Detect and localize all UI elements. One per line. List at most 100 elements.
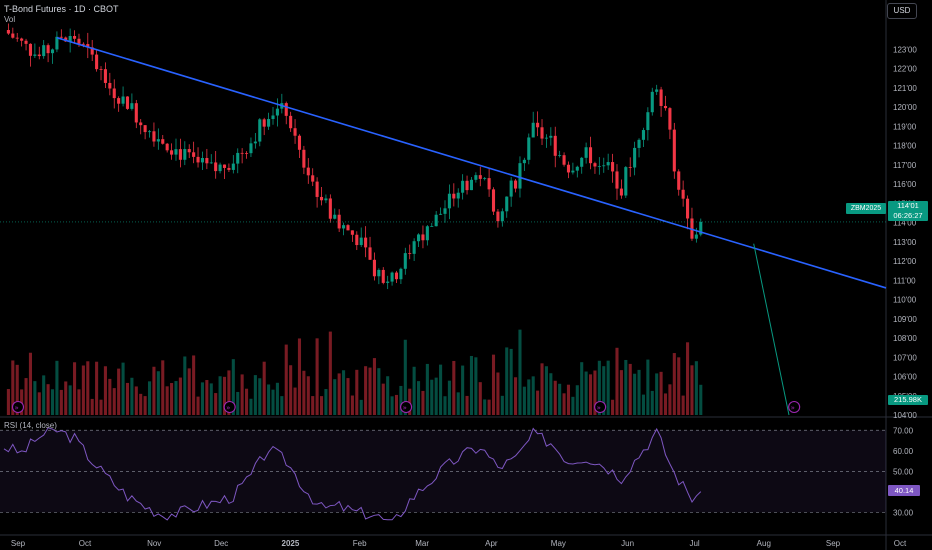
candle-body — [245, 153, 249, 154]
currency-button[interactable]: USD — [887, 3, 917, 19]
event-marker-glyph: » — [791, 404, 795, 412]
candle-body — [306, 167, 310, 176]
event-marker-icon[interactable] — [223, 400, 236, 414]
volume-bar — [527, 379, 531, 415]
volume-bar — [386, 376, 390, 415]
volume-bar — [606, 360, 610, 415]
candle-body — [59, 36, 63, 38]
price-tick-label: 114'00 — [893, 219, 917, 228]
volume-bar — [139, 393, 143, 415]
volume-bar — [284, 344, 288, 415]
volume-bar — [509, 348, 513, 415]
candle-body — [267, 119, 271, 127]
candle-body — [355, 234, 359, 246]
rsi-tick-label: 60.00 — [893, 447, 914, 456]
candle-body — [694, 234, 698, 239]
price-tick-label: 110'00 — [893, 296, 917, 305]
candle-body — [15, 37, 19, 39]
candle-body — [73, 36, 77, 39]
candle-body — [205, 158, 209, 164]
candle-body — [527, 137, 531, 160]
volume-bar — [222, 376, 227, 415]
volume-bar — [456, 392, 460, 415]
candle-body — [580, 157, 584, 167]
volume-bar — [500, 395, 504, 415]
volume-bar — [311, 396, 315, 415]
volume-bar — [659, 371, 663, 415]
volume-bar — [540, 363, 544, 415]
volume-bar — [77, 389, 81, 415]
last-price-badge: 114'01 06:26:27 — [888, 201, 928, 221]
candle-body — [584, 147, 588, 158]
symbol-title[interactable]: T-Bond Futures · 1D · CBOT — [4, 4, 119, 14]
volume-bar — [518, 329, 522, 415]
candle-body — [469, 179, 474, 191]
symbol-header[interactable]: T-Bond Futures · 1D · CBOT — [4, 4, 121, 14]
volume-bar — [187, 368, 191, 415]
candle-body — [130, 103, 134, 109]
volume-bar — [566, 384, 571, 415]
rsi-indicator-label[interactable]: RSI (14, close) — [4, 421, 57, 430]
volume-bar — [646, 359, 650, 415]
time-tick-label: Oct — [79, 539, 92, 548]
candle-body — [390, 272, 394, 282]
volume-bar — [50, 389, 55, 415]
volume-bar — [147, 381, 152, 415]
volume-bar — [324, 389, 328, 415]
event-marker-icon[interactable] — [788, 400, 801, 414]
candle-body — [108, 82, 112, 89]
candle-body — [359, 237, 363, 246]
volume-bar — [342, 370, 346, 415]
volume-bar — [619, 370, 623, 415]
volume-bar — [152, 366, 156, 415]
volume-bar — [469, 355, 474, 415]
volume-bar — [368, 367, 372, 415]
candle-body — [668, 108, 672, 130]
candle-body — [487, 178, 491, 190]
candle-body — [165, 143, 169, 151]
volume-bar — [421, 390, 425, 415]
volume-bar — [289, 365, 293, 415]
volume-bar — [694, 361, 698, 415]
volume-bar — [403, 339, 407, 415]
price-tick-label: 123'00 — [893, 45, 917, 54]
candle-body — [50, 49, 55, 54]
price-tick-label: 108'00 — [893, 334, 917, 343]
candle-body — [324, 198, 328, 201]
candle-body — [302, 149, 306, 168]
event-marker-icon[interactable] — [594, 400, 607, 414]
volume-bar — [192, 355, 196, 415]
candle-body — [311, 175, 315, 182]
event-marker-icon[interactable] — [11, 400, 25, 414]
volume-bar — [95, 361, 99, 415]
volume-bar — [161, 360, 165, 415]
candle-body — [134, 103, 138, 123]
volume-bar — [558, 383, 562, 415]
volume-bar — [655, 373, 659, 415]
volume-bar — [672, 353, 676, 415]
volume-bar — [134, 386, 138, 415]
volume-bar — [46, 384, 50, 415]
candle-body — [46, 45, 50, 54]
volume-bar — [483, 399, 487, 415]
candle-body — [121, 96, 125, 104]
candle-body — [236, 152, 240, 164]
candle-body — [558, 155, 562, 156]
volume-bar — [90, 398, 94, 415]
volume-bar — [562, 393, 566, 415]
candle-body — [284, 103, 288, 116]
volume-bar — [637, 369, 641, 415]
candle-body — [553, 135, 557, 156]
volume-bar — [514, 377, 518, 415]
volume-bar — [33, 381, 37, 415]
volume-bar — [117, 368, 121, 415]
event-marker-glyph: » — [403, 404, 407, 412]
volume-bar — [487, 399, 491, 415]
candle-body — [602, 165, 606, 167]
event-marker-icon[interactable] — [400, 400, 413, 414]
candle-body — [663, 105, 668, 109]
candle-body — [478, 175, 482, 179]
volume-bar — [615, 347, 619, 415]
